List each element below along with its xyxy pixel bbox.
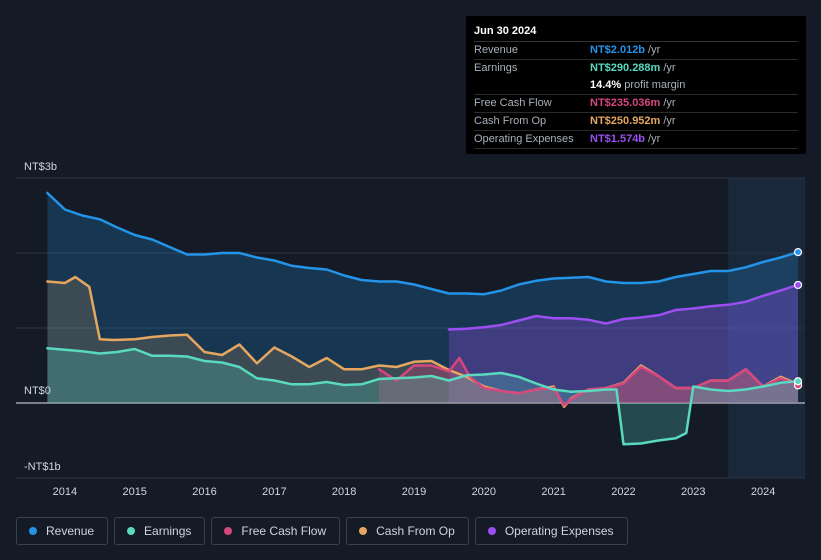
x-tick-label: 2020 bbox=[472, 486, 496, 498]
operating-expenses-line bbox=[447, 283, 800, 331]
legend: Revenue Earnings Free Cash Flow Cash Fro… bbox=[16, 517, 634, 545]
series-lines bbox=[46, 191, 800, 446]
x-tick-label: 2022 bbox=[611, 486, 635, 498]
legend-operating-expenses[interactable]: Operating Expenses bbox=[474, 517, 628, 545]
tooltip-fcf-unit: /yr bbox=[663, 97, 676, 109]
x-tick-label: 2019 bbox=[402, 486, 426, 498]
earnings-line bbox=[46, 347, 800, 446]
legend-revenue[interactable]: Revenue bbox=[16, 517, 109, 545]
cash-from-op-area bbox=[47, 277, 798, 407]
legend-revenue-label: Revenue bbox=[46, 524, 95, 538]
legend-free-cash-flow-label: Free Cash Flow bbox=[241, 524, 327, 538]
cash-from-op-dot-icon bbox=[359, 527, 368, 535]
y-tick-label: -NT$1b bbox=[24, 461, 61, 473]
revenue-area bbox=[47, 193, 798, 403]
tooltip-margin-value: 14.4% bbox=[590, 79, 622, 91]
x-tick-label: 2017 bbox=[262, 486, 286, 498]
tooltip-earnings-row: Earnings NT$290.288m /yr bbox=[474, 60, 798, 77]
y-axis: NT$3b NT$0 -NT$1b bbox=[24, 161, 61, 473]
tooltip-fcf-value: NT$235.036m bbox=[590, 97, 661, 109]
tooltip-earnings-unit: /yr bbox=[663, 62, 676, 74]
operating-expenses-area bbox=[448, 284, 798, 403]
tooltip-opex-row: Operating Expenses NT$1.574b /yr bbox=[474, 131, 798, 149]
tooltip-cfo-value: NT$250.952m bbox=[590, 115, 661, 127]
free-cash-flow-line bbox=[377, 356, 800, 407]
earnings-endpoint bbox=[793, 377, 803, 386]
tooltip-opex-unit: /yr bbox=[648, 133, 661, 145]
tooltip-revenue-value: NT$2.012b bbox=[590, 44, 646, 56]
free-cash-flow-dot-icon bbox=[224, 527, 233, 535]
legend-free-cash-flow[interactable]: Free Cash Flow bbox=[211, 517, 341, 545]
x-tick-label: 2015 bbox=[122, 486, 146, 498]
tooltip-cfo-row: Cash From Op NT$250.952m /yr bbox=[474, 113, 798, 131]
x-tick-label: 2018 bbox=[332, 486, 356, 498]
tooltip-cfo-unit: /yr bbox=[663, 115, 676, 127]
x-tick-label: 2014 bbox=[53, 486, 77, 498]
y-tick-label: NT$3b bbox=[24, 161, 57, 173]
operating-expenses-endpoint bbox=[793, 280, 803, 290]
operating-expenses-dot-icon bbox=[487, 527, 496, 535]
x-tick-label: 2016 bbox=[192, 486, 216, 498]
x-tick-label: 2023 bbox=[681, 486, 705, 498]
tooltip-revenue-unit: /yr bbox=[648, 44, 661, 56]
tooltip-date: Jun 30 2024 bbox=[474, 23, 798, 42]
x-axis: 2014 2015 2016 2017 2018 2019 2020 2021 2022 2023… bbox=[53, 486, 776, 498]
tooltip-fcf-label: Free Cash Flow bbox=[474, 97, 552, 109]
earnings-dot-icon bbox=[127, 527, 136, 535]
series-endpoints bbox=[793, 248, 803, 390]
tooltip-fcf-row: Free Cash Flow NT$235.036m /yr bbox=[474, 95, 798, 113]
tooltip-cfo-label: Cash From Op bbox=[474, 115, 547, 127]
legend-operating-expenses-label: Operating Expenses bbox=[504, 524, 614, 538]
tooltip: Jun 30 2024 Revenue NT$2.012b /yr Earnin… bbox=[466, 16, 806, 154]
tooltip-margin-label: profit margin bbox=[624, 79, 686, 91]
legend-earnings[interactable]: Earnings bbox=[114, 517, 206, 545]
revenue-endpoint bbox=[793, 248, 803, 257]
x-tick-label: 2021 bbox=[541, 486, 565, 498]
x-tick-label: 2024 bbox=[751, 486, 775, 498]
legend-cash-from-op-label: Cash From Op bbox=[376, 524, 455, 538]
tooltip-revenue-label: Revenue bbox=[474, 44, 519, 56]
tooltip-margin-row: 14.4% profit margin bbox=[474, 77, 798, 95]
tooltip-revenue-row: Revenue NT$2.012b /yr bbox=[474, 42, 798, 60]
y-tick-label: NT$0 bbox=[24, 385, 51, 397]
revenue-dot-icon bbox=[29, 527, 37, 535]
legend-cash-from-op[interactable]: Cash From Op bbox=[346, 517, 469, 545]
tooltip-earnings-value: NT$290.288m bbox=[590, 62, 661, 74]
tooltip-opex-value: NT$1.574b bbox=[590, 133, 646, 145]
series-areas bbox=[47, 193, 798, 445]
legend-earnings-label: Earnings bbox=[144, 524, 192, 538]
earnings-area bbox=[47, 348, 798, 445]
revenue-line bbox=[46, 191, 800, 296]
grid-lines bbox=[16, 177, 805, 479]
tooltip-opex-label: Operating Expenses bbox=[474, 133, 574, 145]
tooltip-earnings-label: Earnings bbox=[474, 62, 518, 74]
